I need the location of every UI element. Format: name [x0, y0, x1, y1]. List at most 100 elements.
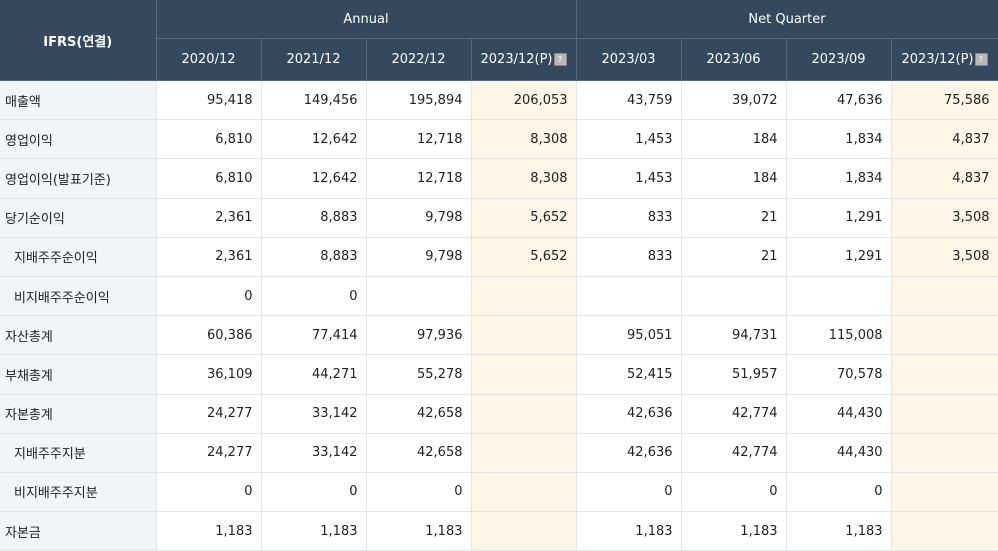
table-cell: 2,361	[156, 198, 262, 238]
period-label: 2021/12	[286, 52, 341, 67]
table-cell: 8,883	[261, 198, 367, 238]
table-row: 지배주주순이익 2,361 8,883 9,798 5,652 833 21 1,291 3,5…	[0, 237, 998, 277]
table-cell: 39,072	[681, 80, 787, 121]
table-cell: 9,798	[366, 237, 472, 277]
table-cell: 5,652	[471, 198, 577, 238]
table-cell	[471, 276, 577, 317]
table-cell: 0	[156, 276, 262, 317]
estimate-info-icon[interactable]: ?	[553, 53, 567, 66]
table-cell: 0	[576, 472, 682, 513]
table-cell	[471, 354, 577, 395]
row-label: 자본금	[0, 511, 157, 551]
table-cell: 42,774	[681, 433, 787, 473]
table-cell	[891, 394, 998, 434]
table-cell: 4,837	[891, 119, 998, 160]
table-cell: 1,183	[261, 511, 367, 551]
table-cell: 95,418	[156, 80, 262, 121]
table-row: 자본금 1,183 1,183 1,183 1,183 1,183 1,183	[0, 511, 998, 551]
table-cell: 6,810	[156, 158, 262, 199]
table-cell: 44,430	[786, 433, 892, 473]
table-cell: 94,731	[681, 315, 787, 356]
table-cell: 6,810	[156, 119, 262, 160]
table-cell: 24,277	[156, 433, 262, 473]
period-header: 2021/12	[261, 38, 367, 81]
table-cell: 44,430	[786, 394, 892, 434]
table-cell: 1,291	[786, 198, 892, 238]
table-cell: 0	[786, 472, 892, 513]
table-cell: 70,578	[786, 354, 892, 395]
period-header: 2023/06	[681, 38, 787, 81]
table-cell: 12,718	[366, 119, 472, 160]
period-label: 2023/03	[601, 52, 656, 67]
row-label: 영업이익	[0, 119, 157, 160]
period-label: 2023/12(P)	[901, 52, 974, 67]
table-cell: 77,414	[261, 315, 367, 356]
row-label: 자본총계	[0, 394, 157, 434]
table-cell: 44,271	[261, 354, 367, 395]
table-cell: 4,837	[891, 158, 998, 199]
row-label: 영업이익(발표기준)	[0, 158, 157, 199]
period-header: 2020/12	[156, 38, 262, 81]
period-label: 2023/06	[706, 52, 761, 67]
table-cell: 149,456	[261, 80, 367, 121]
row-label: 비지배주주순이익	[0, 276, 157, 317]
table-cell: 1,834	[786, 158, 892, 199]
table-cell: 21	[681, 198, 787, 238]
row-label: 지배주주지분	[0, 433, 157, 473]
period-label: 2022/12	[391, 52, 446, 67]
table-cell: 52,415	[576, 354, 682, 395]
table-row: 부채총계 36,109 44,271 55,278 52,415 51,957 70,578	[0, 354, 998, 395]
table-cell	[891, 315, 998, 356]
period-label: 2023/12(P)	[480, 52, 553, 67]
table-row: 영업이익 6,810 12,642 12,718 8,308 1,453 184 1,834 4…	[0, 119, 998, 160]
table-row: 자산총계 60,386 77,414 97,936 95,051 94,731 115,00…	[0, 315, 998, 356]
table-cell	[471, 433, 577, 473]
table-cell: 47,636	[786, 80, 892, 121]
row-label: 비지배주주지분	[0, 472, 157, 513]
table-cell: 833	[576, 237, 682, 277]
table-cell: 36,109	[156, 354, 262, 395]
table-cell: 1,834	[786, 119, 892, 160]
table-cell: 42,774	[681, 394, 787, 434]
table-cell: 43,759	[576, 80, 682, 121]
table-cell	[891, 433, 998, 473]
table-cell: 12,642	[261, 158, 367, 199]
table-row: 당기순이익 2,361 8,883 9,798 5,652 833 21 1,291 3,508	[0, 198, 998, 238]
table-cell: 42,636	[576, 433, 682, 473]
table-cell	[366, 276, 472, 317]
table-cell	[576, 276, 682, 317]
table-cell: 3,508	[891, 198, 998, 238]
table-cell: 1,453	[576, 119, 682, 160]
table-cell: 12,642	[261, 119, 367, 160]
estimate-info-icon[interactable]: ?	[974, 53, 988, 66]
table-cell: 0	[261, 276, 367, 317]
table-cell: 2,361	[156, 237, 262, 277]
table-cell: 195,894	[366, 80, 472, 121]
table-cell: 206,053	[471, 80, 577, 121]
table-cell: 42,636	[576, 394, 682, 434]
row-label: 자산총계	[0, 315, 157, 356]
table-cell: 0	[681, 472, 787, 513]
table-cell: 0	[261, 472, 367, 513]
table-corner-header: IFRS(연결)	[0, 0, 157, 81]
row-label: 부채총계	[0, 354, 157, 395]
period-header: 2023/09	[786, 38, 892, 81]
table-cell: 1,183	[366, 511, 472, 551]
table-cell	[891, 354, 998, 395]
period-header: 2022/12	[366, 38, 472, 81]
table-cell	[891, 276, 998, 317]
table-cell: 9,798	[366, 198, 472, 238]
table-cell: 51,957	[681, 354, 787, 395]
row-label: 지배주주순이익	[0, 237, 157, 277]
table-cell: 184	[681, 158, 787, 199]
table-cell: 8,883	[261, 237, 367, 277]
period-header: 2023/12(P)?	[471, 38, 577, 81]
annual-group-header: Annual	[156, 0, 577, 39]
table-row: 지배주주지분 24,277 33,142 42,658 42,636 42,774 44,4…	[0, 433, 998, 473]
table-cell	[471, 472, 577, 513]
table-row: 자본총계 24,277 33,142 42,658 42,636 42,774 44,430	[0, 394, 998, 434]
table-row: 비지배주주순이익 0 0	[0, 276, 998, 317]
quarter-group-header: Net Quarter	[576, 0, 998, 39]
table-cell: 75,586	[891, 80, 998, 121]
table-cell: 3,508	[891, 237, 998, 277]
